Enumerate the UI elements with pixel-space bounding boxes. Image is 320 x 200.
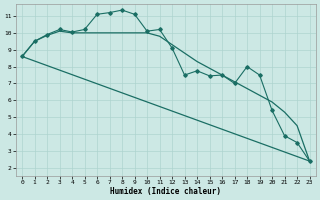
X-axis label: Humidex (Indice chaleur): Humidex (Indice chaleur) <box>110 187 221 196</box>
